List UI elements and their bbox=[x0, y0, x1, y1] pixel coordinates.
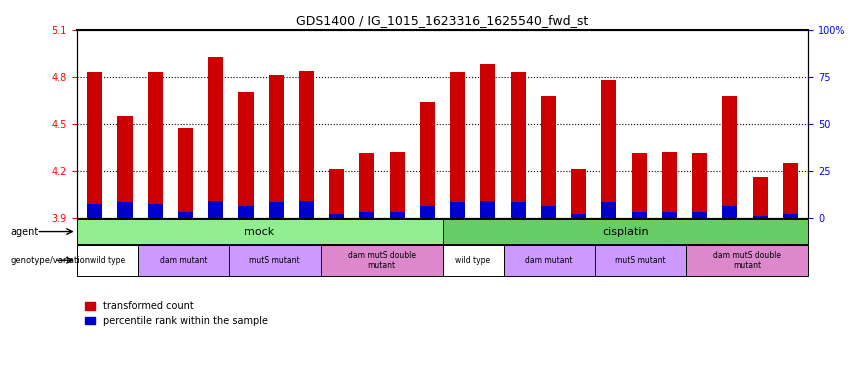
Bar bbox=[420, 102, 435, 218]
Bar bbox=[783, 214, 798, 217]
Bar bbox=[299, 70, 314, 217]
Bar bbox=[540, 96, 556, 218]
Bar bbox=[662, 212, 677, 217]
Text: dam mutS double
mutant: dam mutS double mutant bbox=[347, 251, 415, 270]
Bar bbox=[269, 75, 283, 217]
Text: cisplatin: cisplatin bbox=[603, 226, 648, 237]
Bar bbox=[722, 206, 737, 218]
FancyBboxPatch shape bbox=[229, 245, 321, 276]
Bar bbox=[692, 212, 707, 217]
Bar bbox=[238, 206, 254, 218]
Bar bbox=[299, 201, 314, 217]
Bar bbox=[87, 204, 102, 218]
FancyBboxPatch shape bbox=[138, 245, 229, 276]
Bar bbox=[390, 212, 405, 217]
Text: mock: mock bbox=[244, 226, 275, 237]
Legend: transformed count, percentile rank within the sample: transformed count, percentile rank withi… bbox=[82, 297, 271, 330]
Bar bbox=[148, 204, 163, 218]
Bar bbox=[450, 202, 465, 217]
FancyBboxPatch shape bbox=[595, 245, 687, 276]
Bar bbox=[631, 212, 647, 217]
Bar bbox=[359, 153, 374, 218]
Bar bbox=[571, 169, 586, 217]
Text: genotype/variation: genotype/variation bbox=[11, 256, 91, 265]
Text: wild type: wild type bbox=[455, 256, 490, 265]
Bar bbox=[178, 128, 193, 217]
FancyBboxPatch shape bbox=[77, 245, 138, 276]
Bar bbox=[752, 216, 768, 217]
Bar bbox=[359, 212, 374, 217]
Bar bbox=[117, 202, 133, 217]
Bar bbox=[148, 72, 163, 217]
Bar bbox=[178, 212, 193, 217]
Bar bbox=[329, 169, 345, 217]
Bar bbox=[602, 202, 616, 217]
Bar bbox=[420, 206, 435, 218]
FancyBboxPatch shape bbox=[443, 245, 504, 276]
Bar bbox=[540, 206, 556, 218]
FancyBboxPatch shape bbox=[687, 245, 808, 276]
Bar bbox=[722, 96, 737, 218]
Text: dam mutant: dam mutant bbox=[160, 256, 207, 265]
Text: wild type: wild type bbox=[89, 256, 124, 265]
Bar bbox=[450, 72, 465, 217]
Bar bbox=[511, 202, 526, 217]
FancyBboxPatch shape bbox=[321, 245, 443, 276]
Bar bbox=[602, 80, 616, 218]
FancyBboxPatch shape bbox=[504, 245, 595, 276]
Bar bbox=[631, 153, 647, 218]
Text: mutS mutant: mutS mutant bbox=[249, 256, 300, 265]
Text: dam mutS double
mutant: dam mutS double mutant bbox=[713, 251, 781, 270]
Bar bbox=[269, 202, 283, 217]
Title: GDS1400 / IG_1015_1623316_1625540_fwd_st: GDS1400 / IG_1015_1623316_1625540_fwd_st bbox=[296, 15, 589, 27]
Bar bbox=[783, 163, 798, 218]
FancyBboxPatch shape bbox=[443, 219, 808, 244]
Bar bbox=[692, 153, 707, 218]
Bar bbox=[238, 93, 254, 218]
Bar bbox=[511, 72, 526, 217]
Bar bbox=[208, 201, 223, 217]
Bar bbox=[390, 152, 405, 217]
Bar bbox=[662, 152, 677, 217]
Bar bbox=[752, 177, 768, 218]
Bar bbox=[329, 214, 345, 217]
Text: agent: agent bbox=[11, 226, 39, 237]
Bar bbox=[87, 72, 102, 217]
Bar bbox=[480, 64, 495, 218]
Text: dam mutant: dam mutant bbox=[526, 256, 573, 265]
Bar bbox=[571, 214, 586, 217]
Bar bbox=[208, 57, 223, 217]
FancyBboxPatch shape bbox=[77, 219, 443, 244]
Bar bbox=[117, 116, 133, 218]
Text: mutS mutant: mutS mutant bbox=[615, 256, 666, 265]
Bar bbox=[480, 201, 495, 217]
